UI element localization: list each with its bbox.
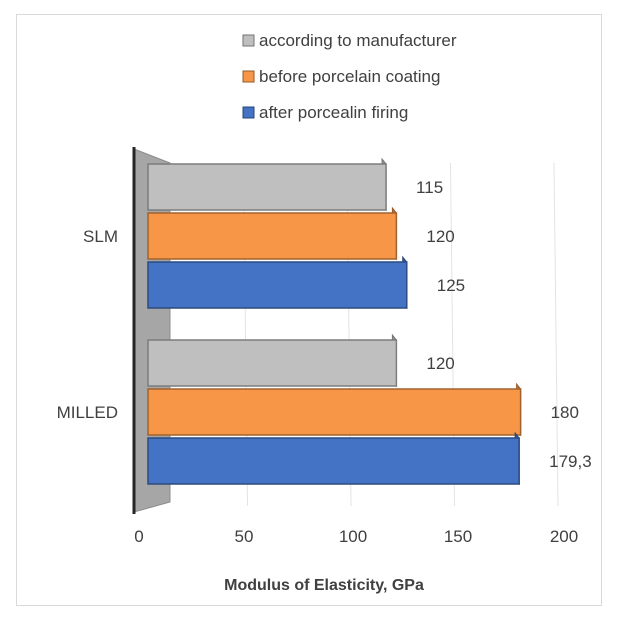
legend-label: before porcelain coating (259, 67, 440, 86)
value-label: 115 (416, 178, 443, 197)
gridline (553, 162, 559, 507)
bar-front (147, 163, 387, 211)
bar (147, 206, 398, 261)
chart-frame (16, 14, 602, 606)
legend-swatch (242, 106, 255, 119)
value-label: 120 (426, 354, 454, 373)
x-tick-labels: 0 50 100 150 200 (134, 527, 578, 546)
bars (147, 157, 522, 486)
legend-swatch (242, 34, 255, 47)
value-label: 179,3 (549, 452, 592, 471)
x-tick-label: 200 (550, 527, 578, 546)
bar (147, 382, 522, 437)
bar (147, 431, 520, 486)
x-tick-label: 50 (235, 527, 254, 546)
legend-swatch (242, 70, 255, 83)
value-label: 120 (426, 227, 454, 246)
category-label: MILLED (57, 403, 118, 422)
category-label: SLM (83, 227, 118, 246)
x-tick-label: 150 (444, 527, 472, 546)
value-label: 125 (437, 276, 465, 295)
legend-item: according to manufacturer (242, 31, 457, 50)
x-axis-title: Modulus of Elasticity, GPa (224, 577, 424, 594)
bar (147, 333, 398, 388)
legend-item: before porcelain coating (242, 67, 440, 86)
category-labels: SLM MILLED (57, 227, 118, 422)
value-labels: 115 120 125 120 180 179,3 (416, 178, 592, 471)
x-tick-label: 0 (134, 527, 143, 546)
bar (147, 157, 387, 212)
legend-label: after porcealin firing (259, 103, 408, 122)
bar-front (147, 388, 522, 436)
legend-item: after porcealin firing (242, 103, 408, 122)
legend-label: according to manufacturer (259, 31, 457, 50)
legend: according to manufacturer before porcelai… (242, 31, 457, 122)
bar-front (147, 437, 520, 485)
value-label: 180 (551, 403, 579, 422)
bar (147, 255, 408, 310)
bar-front (147, 212, 398, 260)
bar-front (147, 339, 398, 387)
x-tick-label: 100 (339, 527, 367, 546)
bar-front (147, 261, 408, 309)
